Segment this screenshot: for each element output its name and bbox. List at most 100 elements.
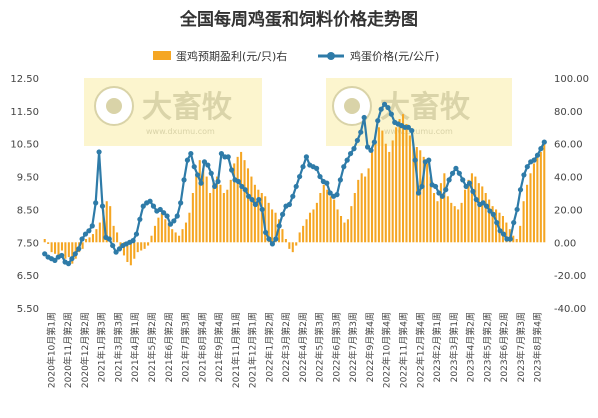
bar	[129, 242, 132, 266]
price-point	[358, 129, 364, 135]
bar	[181, 229, 184, 243]
price-point	[334, 192, 340, 198]
price-point	[93, 200, 99, 206]
price-point	[327, 190, 333, 196]
x-axis-tick-label: 2022年7月第3周	[347, 312, 359, 382]
bar	[64, 242, 67, 259]
price-point	[497, 228, 503, 234]
bar	[333, 199, 336, 243]
price-point	[341, 164, 347, 170]
price-point	[212, 183, 218, 190]
bar	[133, 242, 136, 259]
bar	[202, 168, 205, 243]
price-point	[171, 218, 177, 224]
price-point	[405, 124, 411, 130]
bar	[305, 219, 308, 243]
x-axis-tick-label: 2022年9月第4周	[364, 312, 376, 382]
price-point	[167, 221, 174, 227]
price-point	[242, 187, 248, 193]
price-point	[466, 180, 473, 186]
x-axis-tick-label: 2021年7月第3周	[180, 312, 192, 382]
bar	[322, 184, 325, 243]
bar	[526, 184, 529, 243]
bar	[491, 206, 494, 243]
bar	[446, 196, 449, 243]
bar	[474, 176, 477, 243]
price-point	[218, 150, 225, 157]
bar	[374, 140, 377, 243]
price-point	[110, 242, 116, 249]
price-point	[249, 196, 255, 203]
legend-swatch-bar	[153, 51, 171, 60]
right-axis: -40.00 -20.00 0.00 20.00 40.00 60.00 80.00 100.…	[554, 74, 589, 315]
bar	[460, 202, 463, 243]
left-axis-tick-label: 10.50	[10, 140, 39, 151]
price-point	[432, 183, 439, 190]
price-point	[375, 118, 381, 124]
right-axis-tick-label: 20.00	[554, 205, 583, 216]
bar	[253, 184, 256, 243]
price-point	[269, 241, 276, 247]
bar	[419, 150, 422, 243]
price-point	[514, 206, 520, 213]
price-point	[378, 106, 384, 112]
bar	[267, 202, 270, 243]
watermark-url: www.dxumu.com	[384, 127, 453, 136]
bar	[295, 242, 298, 246]
bar	[85, 239, 88, 243]
bar	[105, 201, 108, 243]
bar	[171, 229, 174, 243]
bar	[250, 176, 253, 243]
price-point	[89, 223, 95, 229]
x-axis-tick-label: 2021年8月第4周	[196, 312, 208, 382]
left-axis-tick-label: 8.50	[17, 205, 39, 216]
x-axis-tick-label: 2021年11月第1周	[230, 312, 242, 388]
price-point	[133, 231, 140, 237]
price-point	[184, 157, 191, 163]
price-point	[507, 236, 513, 242]
price-point	[130, 238, 136, 244]
bar	[153, 225, 157, 243]
bar	[395, 127, 398, 243]
legend-swatch-marker	[327, 52, 335, 60]
x-axis-tick-label: 2022年11月第4周	[397, 312, 409, 388]
price-point	[208, 170, 214, 176]
bar	[54, 242, 57, 254]
bar	[343, 222, 346, 243]
bar	[505, 222, 508, 243]
price-point	[368, 147, 374, 153]
bar	[112, 225, 115, 243]
price-point	[449, 170, 456, 176]
bar	[529, 173, 532, 243]
price-point	[52, 257, 58, 263]
bar	[312, 209, 315, 243]
price-point	[82, 231, 89, 237]
bar	[339, 216, 343, 243]
left-axis-tick-label: 9.50	[17, 173, 39, 184]
bar	[102, 209, 105, 243]
legend-label-line: 鸡蛋价格(元/公斤)	[350, 49, 439, 63]
price-point	[521, 172, 527, 178]
right-axis-tick-label: 0.00	[554, 238, 576, 249]
bar	[329, 196, 332, 243]
watermark-url: www.dxumu.com	[146, 127, 215, 136]
bar	[350, 206, 353, 243]
watermark-logo-text: 大畜牧	[380, 90, 471, 125]
bar	[532, 163, 535, 243]
bar	[357, 179, 360, 243]
bar	[274, 212, 277, 243]
bar	[167, 222, 170, 243]
bar	[91, 234, 94, 243]
bar	[539, 151, 542, 243]
price-point	[161, 210, 167, 216]
price-point	[426, 157, 432, 163]
price-point	[96, 149, 102, 155]
bar	[122, 242, 125, 256]
x-axis-tick-label: 2021年9月第4周	[213, 312, 225, 382]
left-axis-tick-label: 7.50	[17, 238, 39, 249]
price-point	[263, 229, 269, 236]
bar	[298, 232, 301, 243]
bar	[260, 193, 263, 243]
bar	[326, 189, 329, 243]
